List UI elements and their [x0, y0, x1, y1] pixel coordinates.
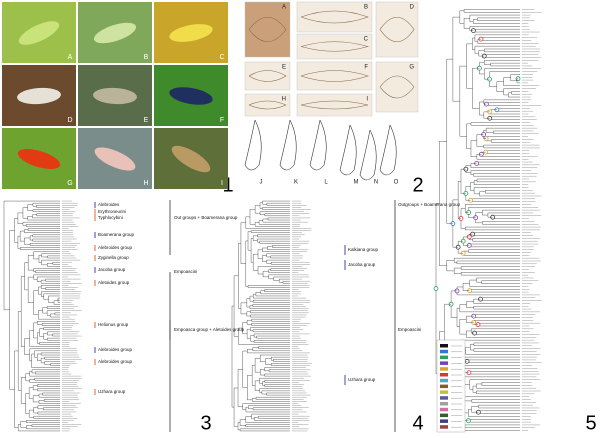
legend-swatch [440, 419, 448, 423]
group-label: Empoascini [398, 327, 421, 332]
legend-swatch [440, 373, 448, 377]
figure-label: A [282, 5, 286, 11]
figure-plate [375, 1, 419, 58]
panel-number: 5 [585, 412, 596, 434]
figure-label: I [366, 97, 368, 103]
clade-label: Typhlocybini [98, 215, 123, 220]
legend-swatch [440, 344, 448, 348]
figure-drawing [248, 100, 287, 110]
figure-drawing [379, 75, 415, 99]
figure-plate [244, 1, 291, 58]
insect [171, 145, 211, 173]
figure-drawing [300, 41, 370, 52]
photo-label: F [220, 117, 224, 124]
node-marker [433, 286, 439, 291]
figure-label: M [354, 180, 359, 186]
insect [17, 149, 61, 169]
figure-drawing [379, 16, 415, 43]
figure-plate [244, 61, 291, 91]
photo-label: B [144, 54, 149, 61]
figure-drawing [300, 100, 369, 110]
figure-label: J [260, 180, 263, 186]
clade-label: Erythroneurini [98, 209, 126, 214]
legend-swatch [440, 378, 448, 383]
insect [169, 24, 213, 42]
figure-label: F [364, 65, 368, 71]
figure-drawing [279, 119, 297, 171]
clade-label: Alebroides group [98, 245, 133, 250]
group-label: Empoasca group + Aletoides group [174, 327, 245, 332]
insect [93, 22, 137, 44]
photo-label: I [221, 180, 223, 187]
clade-label: Alebroides group [98, 347, 133, 352]
legend-swatch [440, 349, 448, 354]
legend-swatch [440, 396, 448, 400]
clade-label: Aletoides group [98, 280, 130, 285]
insect [93, 87, 137, 105]
figure-drawing [359, 129, 377, 181]
panel-number: 3 [200, 412, 211, 434]
figure-drawing [300, 10, 369, 24]
figure-label: O [394, 180, 399, 186]
insect [18, 21, 60, 45]
figure-drawing [379, 124, 397, 176]
figure-label: C [364, 37, 369, 43]
clade-label: Jacoba group [98, 267, 126, 272]
figure-label: K [294, 180, 298, 186]
clade-label: Zyginella group [98, 255, 129, 260]
figure-label: G [409, 65, 414, 71]
insect [169, 87, 213, 105]
figure-drawing [244, 119, 262, 171]
photo-label: E [144, 117, 149, 124]
figure-plate [375, 61, 419, 113]
insect [94, 147, 136, 171]
figure-drawing [248, 70, 287, 82]
figure-label: L [324, 180, 328, 186]
legend-swatch [440, 355, 448, 360]
clade-label: Uzhara group [98, 389, 126, 394]
figure-plate [296, 93, 373, 117]
clade-label: Alebroides [98, 202, 120, 207]
panel-number: 2 [412, 174, 423, 196]
figure-drawing [300, 70, 369, 82]
panel-number: 4 [412, 412, 423, 434]
legend-swatch [440, 384, 448, 389]
figure-label: N [374, 180, 378, 186]
photo-label: H [143, 180, 148, 187]
photo-label: D [67, 117, 72, 124]
figure-label: H [282, 97, 286, 103]
clade-label: Uzhara group [348, 377, 376, 382]
legend-swatch [440, 425, 448, 429]
group-label: Empoascini [174, 269, 197, 274]
legend-swatch [440, 413, 448, 418]
figure-drawing [339, 124, 357, 176]
legend-swatch [440, 361, 448, 365]
legend-swatch [440, 407, 448, 412]
figure-label: E [282, 65, 286, 71]
clade-label: Jacoba group [348, 262, 376, 267]
photo-label: C [219, 54, 224, 61]
figure-plate [244, 93, 291, 117]
figure-drawing [248, 16, 287, 43]
legend-swatch [440, 402, 448, 406]
group-label: Outgroups + Boamerana group [398, 202, 461, 207]
clade-label: Helionus group [98, 322, 129, 327]
clade-label: Kalkiana group [348, 247, 379, 252]
figure-plate [296, 1, 373, 33]
photo-label: G [67, 180, 72, 187]
clade-label: Alebroides group [98, 359, 133, 364]
photo-label: A [68, 54, 73, 61]
figure-plate [296, 61, 373, 91]
legend-swatch [440, 367, 448, 371]
figure-drawing [309, 119, 327, 171]
group-label: Out groups + Boamerana group [174, 215, 238, 220]
figure-plate [296, 33, 373, 60]
figure-label: D [410, 5, 415, 11]
clade-label: Boamerana group [98, 232, 135, 237]
legend-swatch [440, 390, 448, 394]
figure-label: B [364, 5, 368, 11]
insect [17, 87, 61, 105]
